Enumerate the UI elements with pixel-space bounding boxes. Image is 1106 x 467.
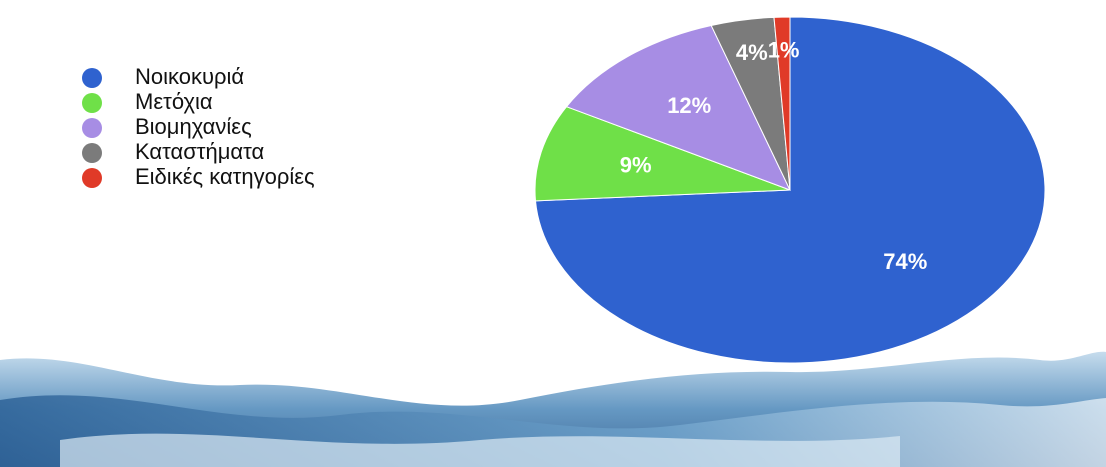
- legend-label: Βιομηχανίες: [135, 114, 252, 139]
- legend-label: Ειδικές κατηγορίες: [135, 164, 315, 189]
- data-label: 4%: [736, 40, 768, 65]
- legend-label: Καταστήματα: [135, 139, 264, 164]
- legend-label: Μετόχια: [135, 89, 213, 114]
- pie-slice: [773, 16, 791, 191]
- data-label: 74%: [883, 249, 927, 274]
- legend-swatch: [82, 93, 102, 113]
- pie: 74% 9% 12% 4% 1%: [534, 16, 1046, 364]
- data-label: 1%: [768, 37, 800, 62]
- data-label: 9%: [620, 152, 652, 177]
- legend-swatch: [82, 168, 102, 188]
- pie-slice: [534, 106, 791, 202]
- data-label: 12%: [667, 93, 711, 118]
- legend-label: Νοικοκυριά: [135, 64, 244, 89]
- legend: ΝοικοκυριάΜετόχιαΒιομηχανίεςΚαταστήματαΕ…: [82, 64, 315, 189]
- pie-slice: [565, 24, 791, 191]
- legend-swatch: [82, 118, 102, 138]
- water-decoration: [0, 351, 1106, 467]
- legend-swatch: [82, 68, 102, 88]
- legend-swatch: [82, 143, 102, 163]
